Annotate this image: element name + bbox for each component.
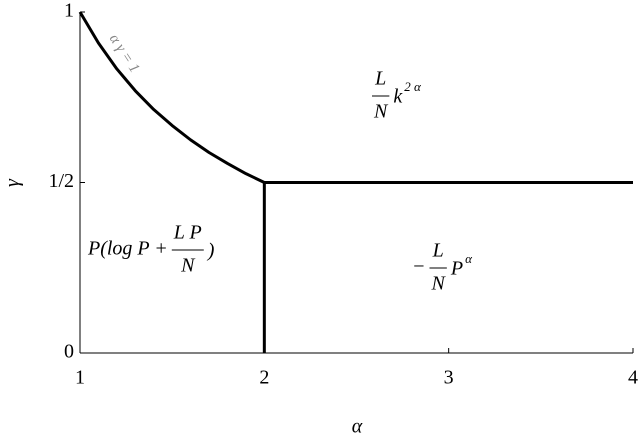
region-exponent: α [465, 251, 473, 266]
x-tick-label: 3 [444, 367, 454, 389]
x-tick-label: 1 [75, 367, 85, 389]
region-denominator: N [431, 273, 447, 295]
y-tick-label: 0 [64, 341, 74, 363]
boundary-line [78, 11, 265, 184]
region-text: − [412, 256, 426, 278]
y-tick-label: 1/2 [48, 170, 74, 192]
region-denominator: N [373, 101, 389, 123]
region-text: k [393, 86, 403, 108]
y-tick-label: 1 [64, 0, 74, 22]
region-numerator: L [374, 68, 386, 90]
curve-label: α γ = 1 [106, 31, 143, 75]
region-text: ) [207, 240, 215, 262]
x-tick-label: 2 [259, 367, 269, 389]
region-denominator: N [180, 255, 196, 277]
x-axis-label: α [352, 416, 363, 437]
region-numerator: L [432, 240, 444, 262]
region-text: P [450, 258, 463, 280]
x-tick-label: 4 [628, 367, 638, 389]
region-exponent: 2 α [404, 79, 422, 94]
y-axis-label: γ [2, 178, 24, 187]
region-numerator: L P [173, 222, 202, 244]
region-text: P(log P + [87, 238, 168, 260]
